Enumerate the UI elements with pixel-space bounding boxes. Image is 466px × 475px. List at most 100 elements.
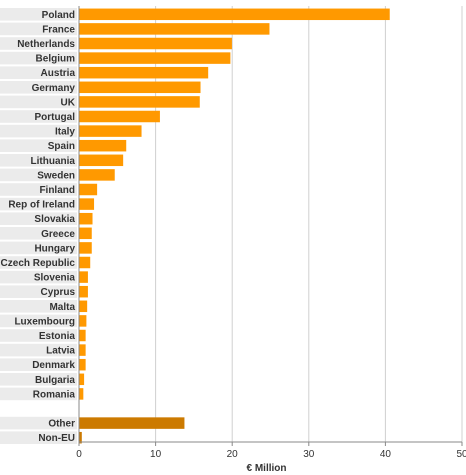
bar: [79, 125, 142, 137]
row-stripe: [0, 154, 77, 167]
x-tick-label: 0: [76, 449, 82, 460]
row-stripe: [0, 8, 77, 21]
category-label: Sweden: [37, 170, 75, 181]
row-stripe: [0, 343, 77, 357]
row-stripe: [0, 95, 77, 109]
row-stripe: [0, 300, 77, 313]
category-label: Poland: [42, 10, 75, 21]
x-tick-labels: 0 10 20 30 40 50: [76, 442, 466, 460]
bar: [79, 242, 92, 254]
bar: [79, 212, 93, 225]
bar: [79, 154, 124, 167]
bar: [79, 23, 270, 35]
bar: [79, 431, 82, 444]
category-label: Malta: [49, 302, 75, 313]
category-label: Non-EU: [38, 433, 75, 444]
category-label: Italy: [55, 127, 75, 138]
row-stripe: [0, 256, 77, 269]
bar: [79, 227, 92, 240]
bar: [79, 285, 88, 298]
row-stripe: [0, 416, 77, 430]
category-label: Finland: [39, 185, 75, 196]
bar: [79, 52, 231, 64]
row-stripe: [0, 314, 77, 328]
bar: [79, 81, 201, 94]
category-label: Belgium: [36, 54, 76, 65]
row-stripe: [0, 197, 77, 211]
row-stripe: [0, 285, 77, 298]
category-label: Latvia: [46, 346, 75, 357]
category-label: Spain: [48, 141, 75, 152]
x-tick-label: 50: [456, 449, 466, 460]
row-stripe: [0, 37, 77, 50]
category-label: Slovenia: [34, 273, 76, 284]
bar: [79, 315, 87, 327]
category-label: Cyprus: [41, 287, 76, 298]
bar: [79, 271, 88, 283]
row-stripe: [0, 358, 77, 371]
bar: [79, 198, 95, 210]
category-label: Estonia: [39, 331, 76, 342]
bar: [79, 110, 160, 123]
category-label: Bulgaria: [35, 375, 75, 386]
bar: [79, 96, 200, 108]
x-tick-label: 30: [303, 449, 315, 460]
row-stripe: [0, 241, 77, 255]
category-label: Romania: [33, 389, 76, 400]
category-label: Netherlands: [17, 39, 75, 50]
x-tick-label: 40: [380, 449, 392, 460]
category-label: France: [42, 24, 75, 35]
bar: [79, 344, 86, 356]
category-label: Other: [48, 419, 75, 430]
row-stripe: [0, 66, 77, 79]
row-stripes: [0, 8, 77, 444]
row-stripe: [0, 387, 77, 401]
bar: [79, 139, 127, 152]
row-stripe: [0, 373, 77, 386]
x-tick-label: 10: [150, 449, 162, 460]
row-stripe: [0, 212, 77, 225]
row-stripe: [0, 168, 77, 182]
x-tick-label: 20: [227, 449, 239, 460]
category-label: Denmark: [32, 360, 75, 371]
bar: [79, 183, 98, 196]
category-label: Greece: [41, 229, 75, 240]
bar: [79, 37, 232, 50]
category-label: Lithuania: [31, 156, 76, 167]
bar: [79, 256, 91, 269]
bar: [79, 169, 115, 181]
row-stripe: [0, 51, 77, 65]
category-label: Austria: [41, 68, 76, 79]
row-stripe: [0, 329, 77, 342]
category-label: Slovakia: [34, 214, 75, 225]
bar: [79, 388, 84, 400]
category-label: Germany: [32, 83, 76, 94]
x-axis-title: € Million: [247, 463, 287, 474]
category-label: Czech Republic: [1, 258, 76, 269]
row-stripe: [0, 183, 77, 196]
row-stripe: [0, 22, 77, 36]
row-stripe: [0, 270, 77, 284]
bar: [79, 358, 86, 371]
bar: [79, 373, 85, 386]
row-stripe: [0, 431, 77, 444]
row-stripe: [0, 124, 77, 138]
row-stripe: [0, 110, 77, 123]
bar: [79, 66, 209, 79]
category-label: Luxembourg: [14, 316, 75, 327]
row-stripe: [0, 139, 77, 152]
category-label: Hungary: [34, 243, 75, 254]
gridlines: [155, 6, 463, 442]
category-label: Rep of Ireland: [8, 200, 75, 211]
row-stripe: [0, 81, 77, 94]
row-stripe: [0, 227, 77, 240]
category-label: UK: [61, 97, 76, 108]
bar: [79, 417, 185, 429]
bar: [79, 329, 86, 342]
category-label: Portugal: [34, 112, 75, 123]
bars: [79, 8, 390, 444]
bar: [79, 300, 88, 313]
bar: [79, 8, 390, 21]
category-labels: Poland France Netherlands Belgium Austria Ger…: [1, 10, 76, 444]
